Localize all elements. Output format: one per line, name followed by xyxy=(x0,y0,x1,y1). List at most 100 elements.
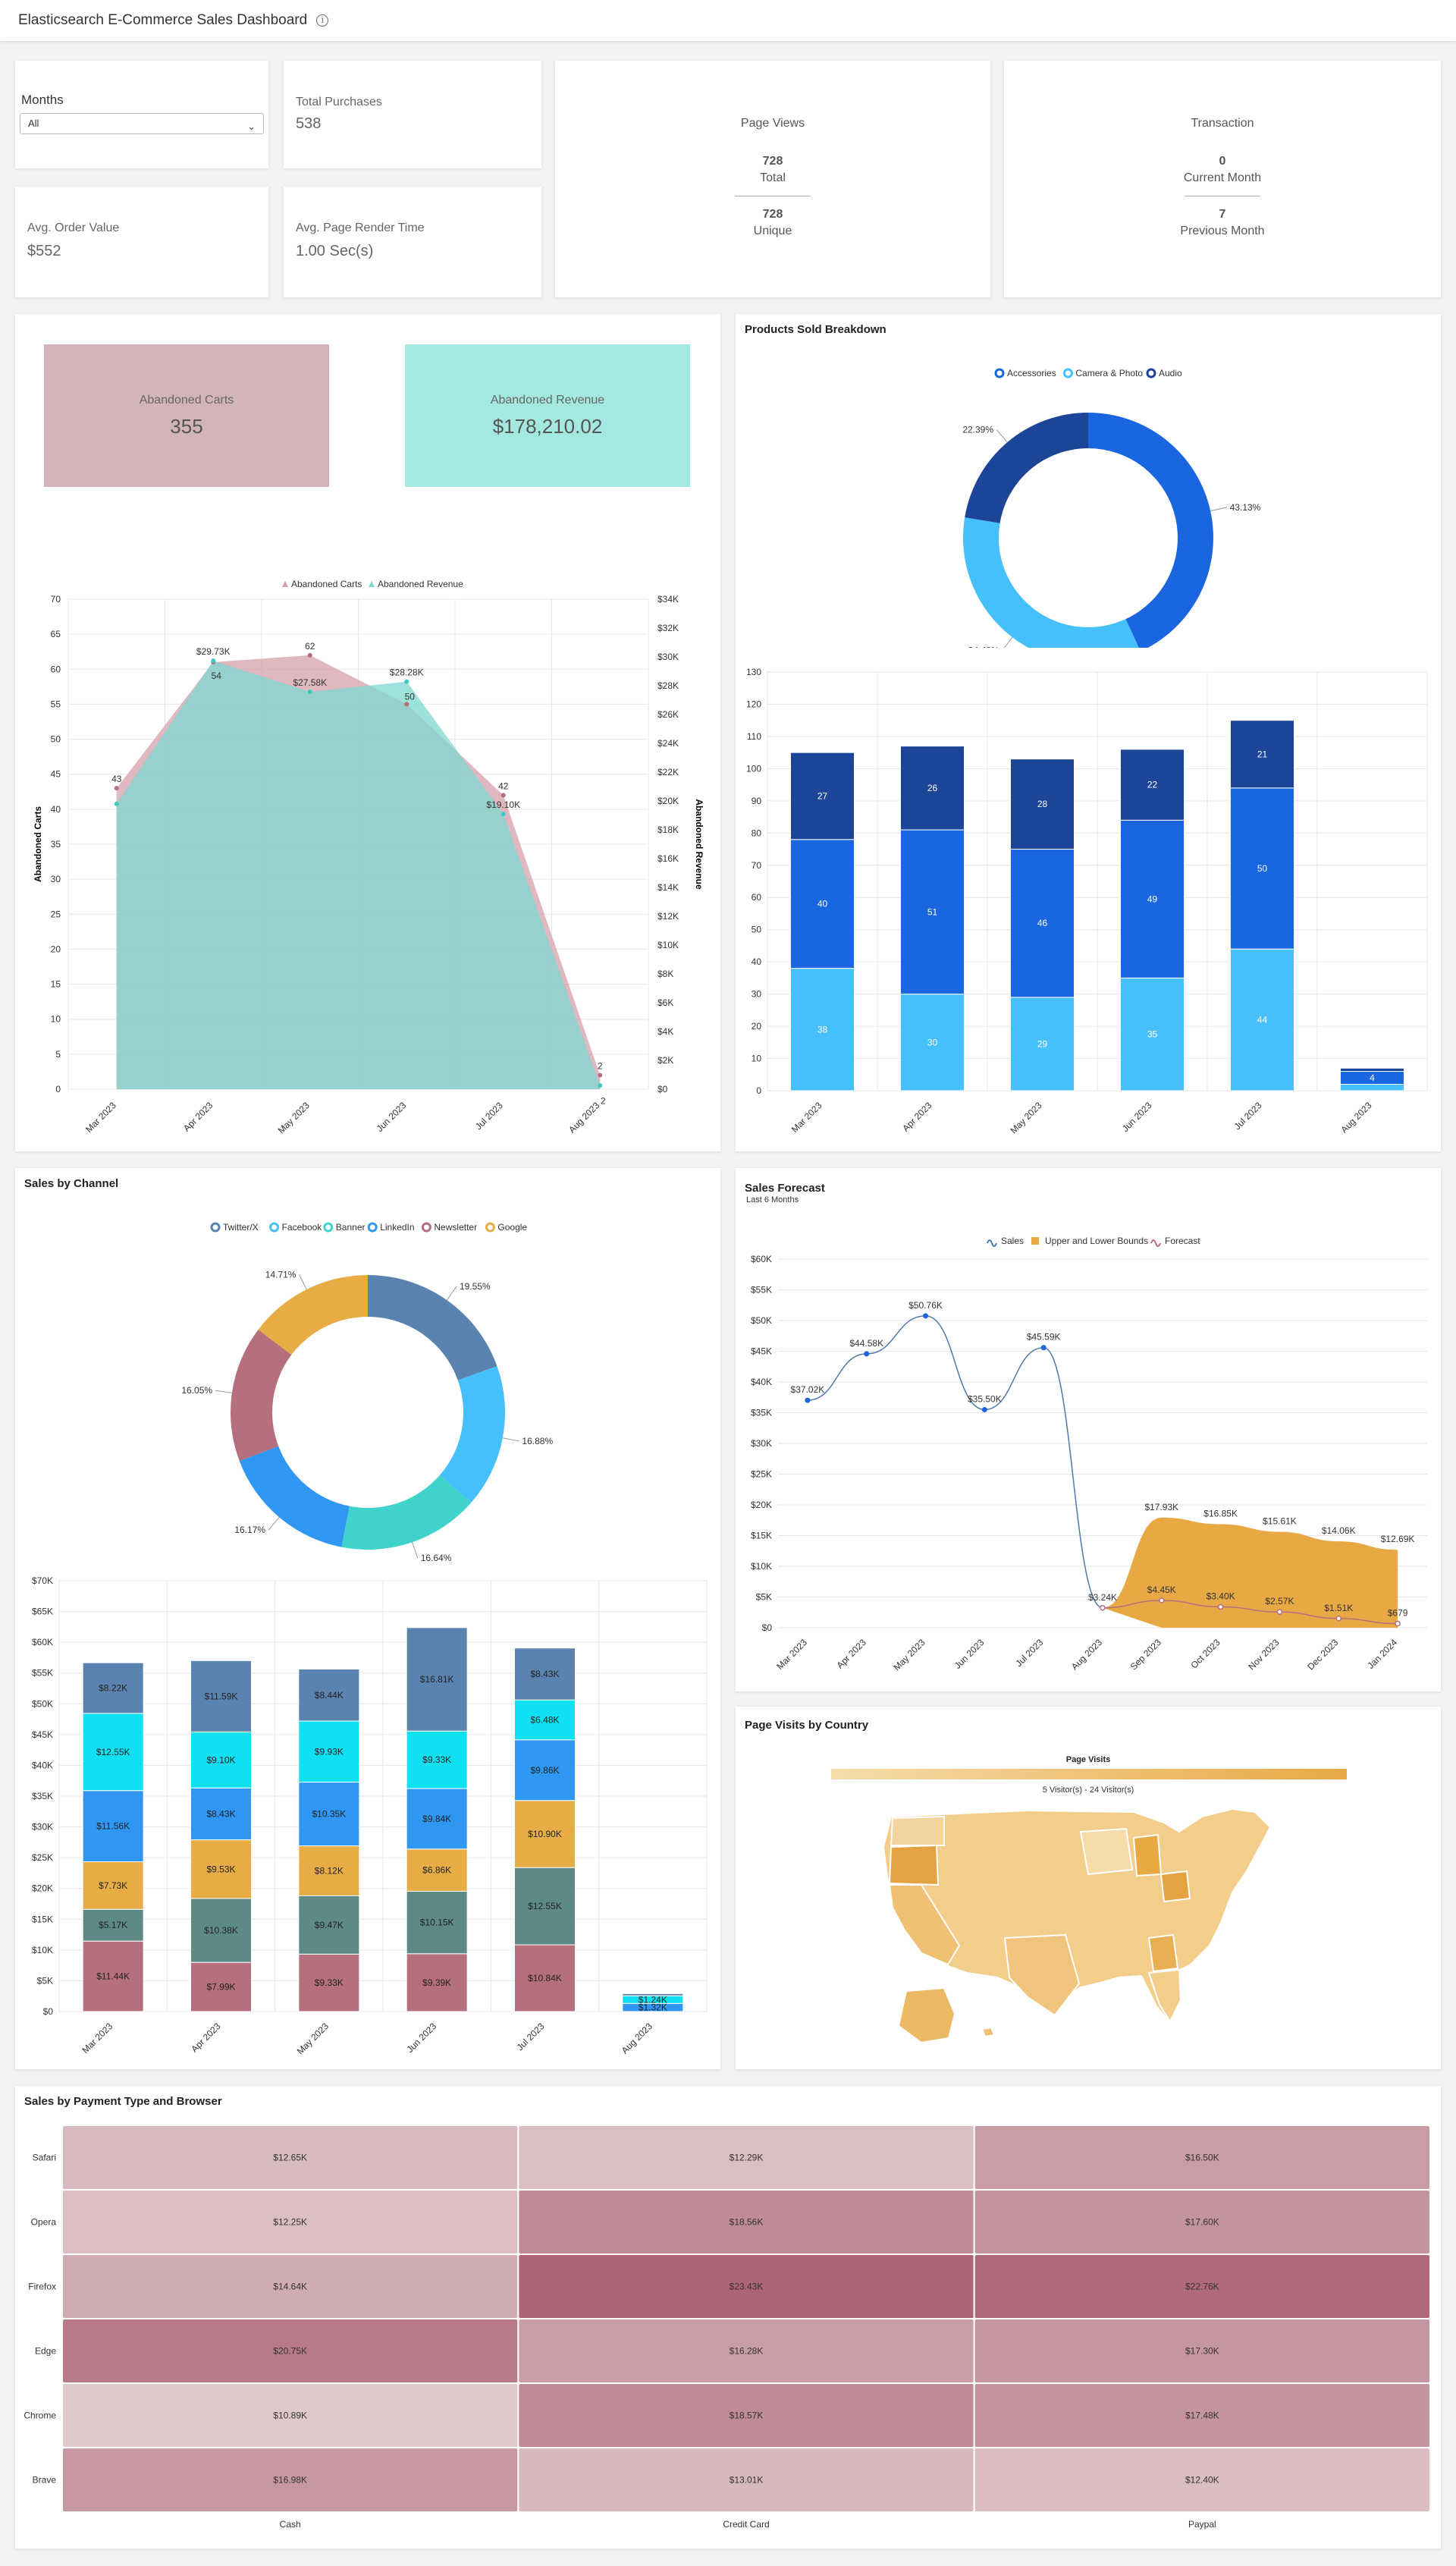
revenue-data-label: $27.58K xyxy=(293,677,327,688)
y-tick-label: $5K xyxy=(37,1975,53,1986)
bounds-data-label: $15.61K xyxy=(1263,1516,1297,1527)
legend-bounds-icon xyxy=(1031,1237,1039,1245)
bar-segment xyxy=(1230,787,1294,950)
bar-segment xyxy=(1120,819,1185,978)
y2-tick-label: $4K xyxy=(657,1026,673,1037)
donut-leader-line xyxy=(1003,636,1013,648)
bar-segment xyxy=(190,1731,252,1789)
x-tick-label: Jul 2023 xyxy=(515,2021,547,2052)
heatmap-cell-label: $12.40K xyxy=(1185,2475,1219,2486)
bar-segment xyxy=(900,746,965,831)
bar-segment xyxy=(82,1940,144,2012)
info-icon[interactable]: i xyxy=(316,14,329,27)
bar-data-label: $16.81K xyxy=(420,1674,454,1685)
heatmap-column-label: Credit Card xyxy=(723,2519,769,2530)
page-views-unique-label: Unique xyxy=(753,225,792,237)
bar-data-label: $9.86K xyxy=(530,1765,559,1776)
heatmap-row-label: Safari xyxy=(33,2153,56,2163)
payment-browser-title: Sales by Payment Type and Browser xyxy=(24,2095,222,2108)
transaction-title: Transaction xyxy=(1191,117,1254,130)
bar-data-label: $11.44K xyxy=(96,1971,130,1982)
y-tick-label: $60K xyxy=(751,1254,772,1264)
bar-segment xyxy=(1230,948,1294,1091)
bar-data-label: 22 xyxy=(1147,780,1158,790)
bar-segment xyxy=(1340,1067,1404,1073)
legend-label: Newsletter xyxy=(434,1222,477,1233)
abandoned-carts-value: 355 xyxy=(170,414,203,438)
carts-point xyxy=(114,786,119,791)
bar-segment xyxy=(298,1669,360,1722)
donut-leader-line xyxy=(299,1274,307,1290)
x-tick-label: Mar 2023 xyxy=(83,1100,118,1135)
heatmap-column-label: Paypal xyxy=(1188,2519,1216,2530)
abandoned-revenue-area xyxy=(116,661,601,1089)
x-tick-label: Dec 2023 xyxy=(1305,1637,1340,1672)
sales-forecast-subtitle: Last 6 Months xyxy=(746,1195,799,1204)
months-select[interactable]: All ⌄ xyxy=(20,113,264,134)
forecast-point xyxy=(1217,1603,1224,1610)
x-tick-label: Aug 2023 xyxy=(1069,1637,1104,1672)
donut-pct-label: 16.05% xyxy=(181,1385,212,1396)
y2-tick-label: $0 xyxy=(657,1084,668,1095)
bar-segment xyxy=(82,1662,144,1714)
legend-marker-icon xyxy=(1146,368,1156,378)
legend-marker-icon xyxy=(269,1222,280,1233)
x-tick-label: Aug 2023 xyxy=(566,1100,601,1135)
bar-segment xyxy=(298,1953,360,2012)
sales-channel-card: Sales by Channel 19.55% 16.88% 16.64% 16.17… xyxy=(15,1168,720,2069)
y-tick-label: $30K xyxy=(751,1438,772,1449)
bar-segment xyxy=(298,1845,360,1896)
legend-label: Audio xyxy=(1159,368,1182,378)
bar-data-label: $6.48K xyxy=(530,1714,559,1725)
midwest-region xyxy=(1079,1827,1134,1876)
donut-slice xyxy=(965,413,1088,523)
bar-segment xyxy=(622,1993,684,1996)
donut-slice xyxy=(231,1329,292,1462)
donut-leader-line xyxy=(996,429,1008,443)
transaction-card: Transaction 0 Current Month 7 Previous M… xyxy=(1004,61,1441,297)
abandoned-revenue-tile: Abandoned Revenue $178,210.02 xyxy=(405,344,690,487)
payment-browser-card: Sales by Payment Type and Browser Safari… xyxy=(15,2086,1441,2549)
x-tick-label: Aug 2023 xyxy=(1338,1100,1373,1135)
y2-tick-label: $12K xyxy=(657,911,679,922)
heatmap-cell-label: $12.25K xyxy=(273,2217,307,2228)
legend-sales-label: Sales xyxy=(1001,1236,1024,1246)
bar-data-label: 27 xyxy=(817,790,828,801)
heatmap-column-label: Cash xyxy=(280,2519,301,2530)
donut-leader-line xyxy=(446,1286,457,1301)
bar-segment xyxy=(514,1739,576,1801)
bar-data-label: $10.35K xyxy=(312,1809,346,1820)
donut-leader-line xyxy=(502,1437,519,1442)
donut-slice xyxy=(258,1275,368,1355)
bar-segment xyxy=(298,1720,360,1783)
bar-segment xyxy=(406,1627,468,1732)
bar-segment xyxy=(900,829,965,995)
heatmap-cell-label: $16.98K xyxy=(273,2475,307,2486)
california-region xyxy=(888,1884,961,1966)
sales-point xyxy=(1040,1345,1046,1351)
carts-point xyxy=(307,652,312,658)
y2-tick-label: $28K xyxy=(657,680,679,691)
y-tick-label: $20K xyxy=(32,1883,53,1894)
forecast-point xyxy=(1100,1605,1106,1611)
y-tick-label: 130 xyxy=(746,667,761,677)
y2-tick-label: $30K xyxy=(657,652,679,662)
dashboard-header: Elasticsearch E-Commerce Sales Dashboard… xyxy=(0,0,1456,41)
bar-segment xyxy=(406,1788,468,1850)
x-tick-label: May 2023 xyxy=(295,2021,331,2056)
carts-data-label: 62 xyxy=(305,641,315,652)
y-tick-label: 35 xyxy=(51,839,61,850)
forecast-point xyxy=(1276,1609,1283,1615)
bar-data-label: 38 xyxy=(817,1024,828,1035)
washington-region xyxy=(890,1815,945,1846)
abandoned-revenue-label: Abandoned Revenue xyxy=(490,393,605,407)
x-tick-label: Nov 2023 xyxy=(1246,1637,1281,1672)
bar-data-label: $7.99K xyxy=(206,1982,235,1993)
y-tick-label: $70K xyxy=(32,1575,53,1586)
transaction-current-label: Current Month xyxy=(1183,171,1262,184)
y-tick-label: 15 xyxy=(51,979,61,990)
texas-region xyxy=(1003,1933,1081,2017)
heatmap-cell-label: $16.28K xyxy=(730,2346,764,2357)
bar-data-label: 49 xyxy=(1147,894,1158,904)
donut-pct-label: 16.88% xyxy=(522,1436,553,1446)
